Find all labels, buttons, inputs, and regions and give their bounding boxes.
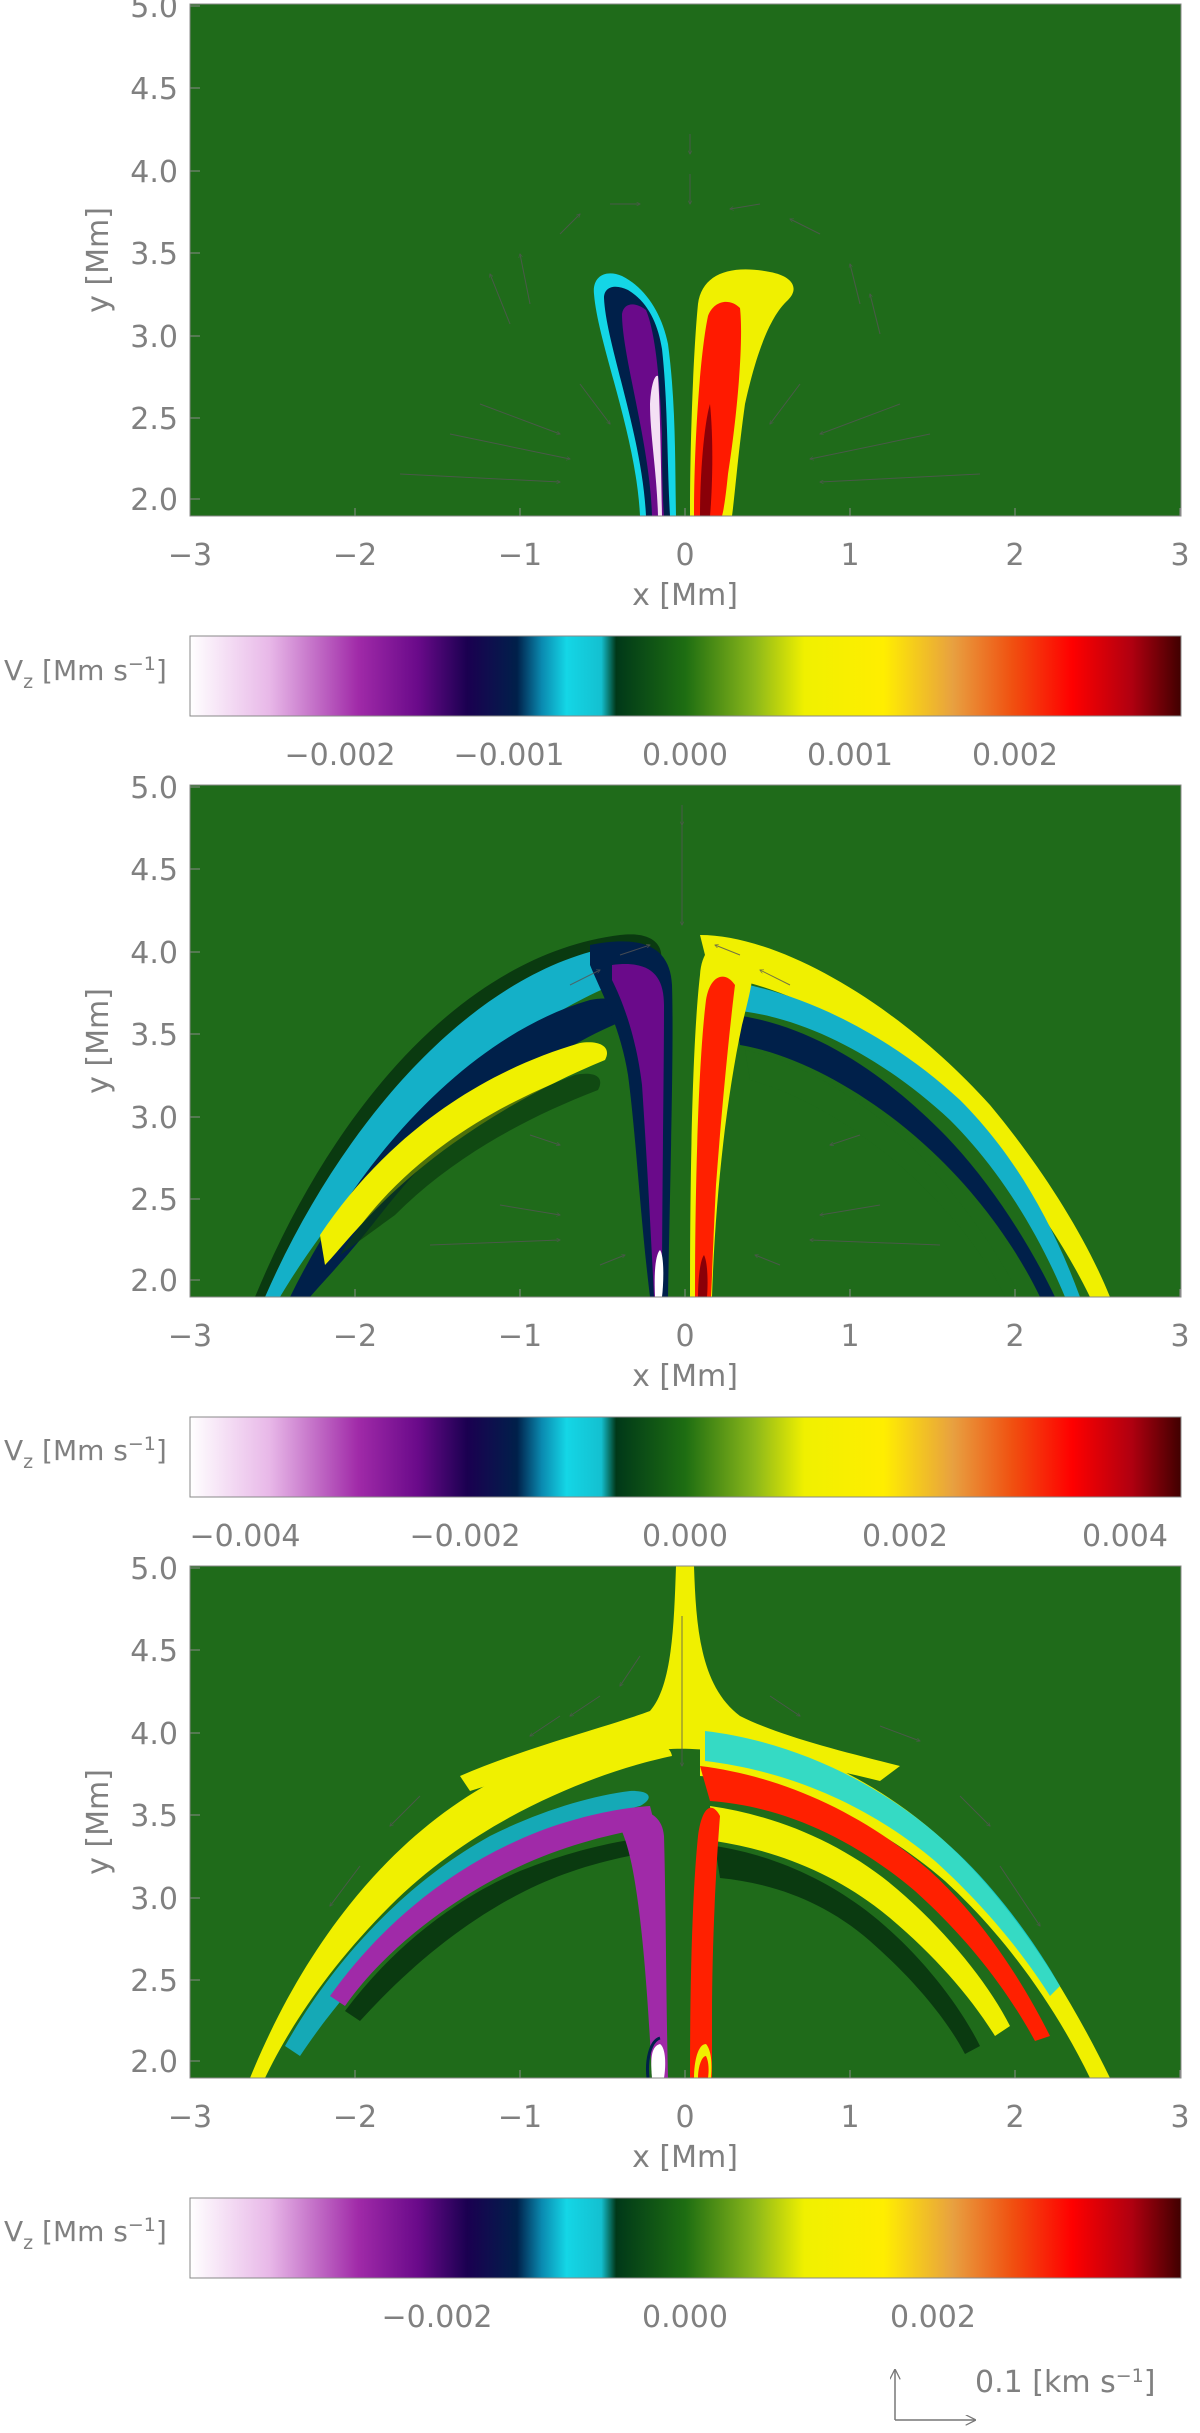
x-axis-label: x [Mm] [632, 1359, 738, 1394]
x-tick-label: 1 [840, 2100, 859, 2135]
x-tick-label: 2 [1005, 538, 1024, 573]
vector-field-middle [429, 805, 941, 1266]
y-tick-label: 2.0 [130, 2045, 178, 2080]
y-tick-label: 3.0 [130, 1882, 178, 1917]
x-tick-label: 3 [1170, 538, 1189, 573]
x-axis-label: x [Mm] [632, 578, 738, 613]
panel-top: −3 −2 −1 0 1 2 3 2.0 2.5 3.0 3.5 4.0 4.5… [81, 0, 1190, 613]
colorbar-tick-label: 0.000 [642, 2300, 728, 2335]
colorbar-tick-label: 0.002 [972, 738, 1058, 773]
x-tick-label: −1 [498, 2100, 542, 2135]
y-tick-label: 3.5 [130, 237, 178, 272]
colorbar-tick-label: 0.002 [890, 2300, 976, 2335]
axes-top [189, 5, 1181, 516]
y-tick-label: 3.5 [130, 1018, 178, 1053]
x-tick-label: −2 [333, 2100, 377, 2135]
colorbar-tick-label: 0.004 [1082, 1519, 1168, 1554]
colorbar-middle: Vz [Mm s−1] −0.004 −0.002 0.000 0.002 0.… [4, 1416, 1182, 1554]
x-tick-label: −3 [168, 2100, 212, 2135]
x-tick-label: 3 [1170, 2100, 1189, 2135]
colorbar-tick-label: −0.004 [189, 1519, 300, 1554]
x-tick-label: −3 [168, 538, 212, 573]
colorbar-gradient [189, 1416, 1182, 1498]
heatmap-bottom [190, 1566, 1181, 2078]
axes-middle [189, 786, 1181, 1297]
colorbar-label: Vz [Mm s−1] [4, 1433, 167, 1473]
colorbar-bottom: Vz [Mm s−1] −0.002 0.000 0.002 [4, 2197, 1182, 2335]
y-tick-label: 4.5 [130, 853, 178, 888]
vector-field-top [399, 134, 981, 482]
axes-bottom [189, 1567, 1181, 2078]
x-tick-label: −2 [333, 1319, 377, 1354]
y-tick-label: 3.5 [130, 1799, 178, 1834]
panel-middle: −3 −2 −1 0 1 2 3 2.0 2.5 3.0 3.5 4.0 4.5… [81, 771, 1190, 1394]
vector-key: 0.1 [km s−1] [895, 2365, 1155, 2420]
x-tick-label: 1 [840, 538, 859, 573]
x-tick-label: 0 [675, 2100, 694, 2135]
x-tick-label: 3 [1170, 1319, 1189, 1354]
y-tick-label: 4.5 [130, 72, 178, 107]
y-tick-label: 2.5 [130, 1183, 178, 1218]
colorbar-gradient [189, 635, 1182, 717]
y-tick-label: 5.0 [130, 771, 178, 806]
colorbar-tick-label: −0.002 [409, 1519, 520, 1554]
y-tick-label: 5.0 [130, 0, 178, 25]
colorbar-tick-label: −0.001 [453, 738, 564, 773]
y-tick-label: 2.5 [130, 1964, 178, 1999]
colorbar-label: Vz [Mm s−1] [4, 653, 167, 693]
colorbar-tick-label: 0.001 [807, 738, 893, 773]
y-tick-label: 4.0 [130, 155, 178, 190]
panel-bottom: −3 −2 −1 0 1 2 3 2.0 2.5 3.0 3.5 4.0 4.5… [81, 1552, 1190, 2175]
colorbar-tick-label: −0.002 [381, 2300, 492, 2335]
y-axis-label: y [Mm] [81, 207, 116, 313]
colorbar-gradient [189, 2197, 1182, 2279]
y-tick-label: 5.0 [130, 1552, 178, 1587]
x-tick-label: −1 [498, 538, 542, 573]
x-axis-label: x [Mm] [632, 2140, 738, 2175]
vector-key-label: 0.1 [km s−1] [975, 2365, 1155, 2400]
x-tick-label: 0 [675, 538, 694, 573]
heatmap-top [190, 4, 1181, 516]
y-tick-label: 2.5 [130, 402, 178, 437]
colorbar-tick-label: 0.002 [862, 1519, 948, 1554]
colorbar-label: Vz [Mm s−1] [4, 2214, 167, 2254]
y-axis-label: y [Mm] [81, 1769, 116, 1875]
x-tick-label: 2 [1005, 2100, 1024, 2135]
y-tick-label: 4.0 [130, 1717, 178, 1752]
x-tick-label: 2 [1005, 1319, 1024, 1354]
y-tick-label: 2.0 [130, 1264, 178, 1299]
y-tick-label: 2.0 [130, 483, 178, 518]
x-tick-label: −3 [168, 1319, 212, 1354]
y-tick-label: 3.0 [130, 320, 178, 355]
y-axis-label: y [Mm] [81, 988, 116, 1094]
x-tick-label: −1 [498, 1319, 542, 1354]
colorbar-top: Vz [Mm s−1] −0.002 −0.001 0.000 0.001 0.… [4, 635, 1182, 773]
x-tick-label: 0 [675, 1319, 694, 1354]
y-tick-label: 3.0 [130, 1101, 178, 1136]
colorbar-tick-label: 0.000 [642, 1519, 728, 1554]
colorbar-tick-label: −0.002 [284, 738, 395, 773]
x-tick-label: −2 [333, 538, 377, 573]
heatmap-middle [190, 785, 1181, 1297]
y-tick-label: 4.0 [130, 936, 178, 971]
colorbar-tick-label: 0.000 [642, 738, 728, 773]
x-tick-label: 1 [840, 1319, 859, 1354]
vector-field-bottom [330, 1616, 1040, 1926]
y-tick-label: 4.5 [130, 1634, 178, 1669]
